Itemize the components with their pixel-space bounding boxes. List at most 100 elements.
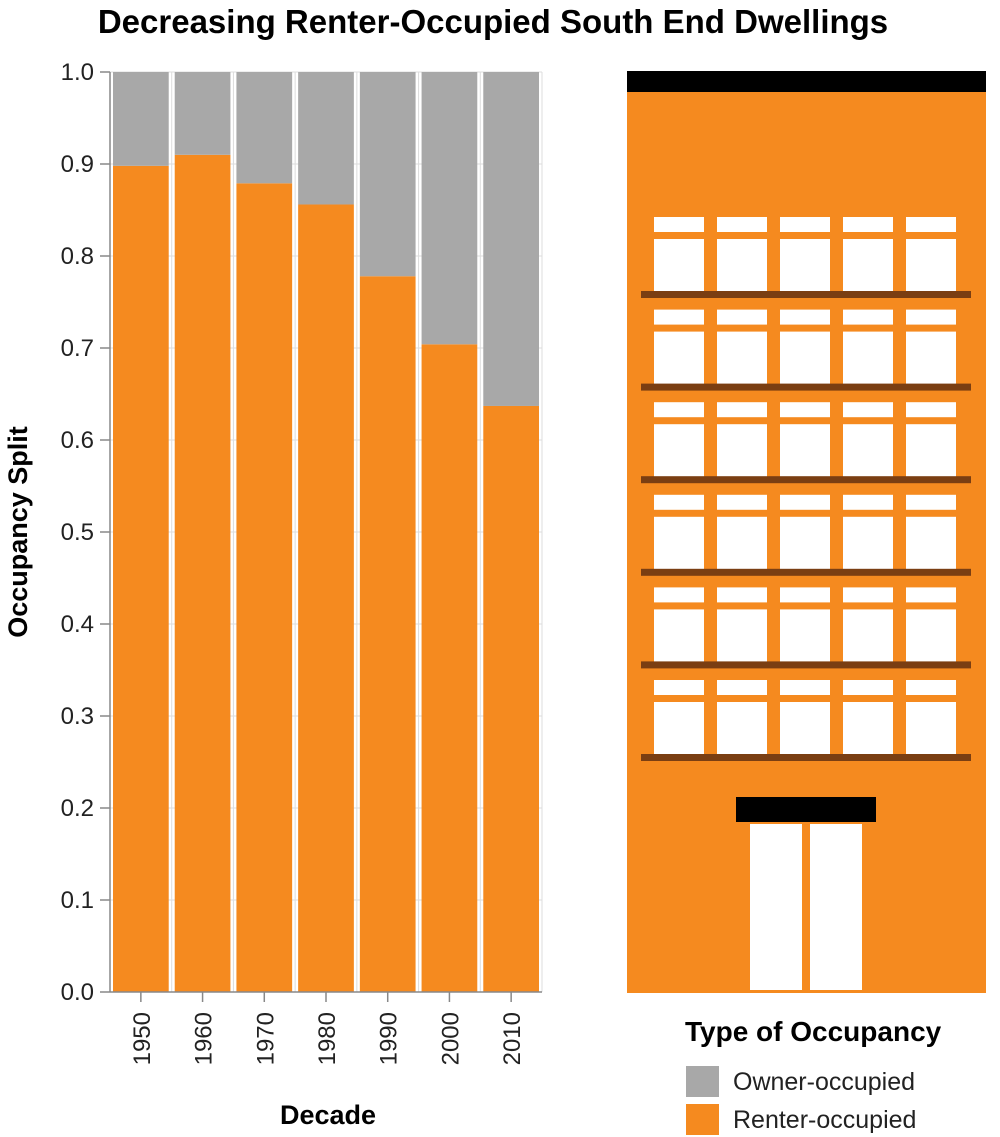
window-pane bbox=[843, 609, 893, 663]
y-tick-label: 0.5 bbox=[61, 519, 94, 546]
bar-renter-occupied-1950 bbox=[113, 165, 169, 993]
window-transom bbox=[843, 402, 893, 418]
window-transom bbox=[906, 217, 956, 232]
door-awning bbox=[736, 797, 876, 822]
window-pane bbox=[654, 239, 704, 292]
window-ledge bbox=[641, 291, 971, 298]
bar-renter-occupied-1980 bbox=[298, 204, 354, 993]
bar-owner-occupied-1960 bbox=[174, 72, 231, 155]
window-transom bbox=[717, 402, 767, 418]
window-transom bbox=[780, 680, 830, 695]
bar-renter-occupied-2000 bbox=[421, 344, 478, 992]
legend-label-renter: Renter-occupied bbox=[733, 1106, 916, 1134]
window-pane bbox=[906, 702, 956, 755]
bar-owner-occupied-1950 bbox=[113, 72, 169, 166]
x-tick-label: 2000 bbox=[437, 1012, 464, 1065]
y-tick-label: 0.0 bbox=[61, 979, 94, 1006]
x-axis-title: Decade bbox=[280, 1100, 376, 1130]
x-tick-label: 1990 bbox=[376, 1012, 403, 1065]
y-tick-label: 0.2 bbox=[61, 795, 94, 822]
window-ledge bbox=[641, 568, 971, 576]
bars bbox=[113, 72, 539, 993]
window-transom bbox=[780, 494, 830, 510]
legend-title: Type of Occupancy bbox=[685, 1016, 942, 1047]
window-transom bbox=[780, 402, 830, 418]
x-tick-label: 1950 bbox=[129, 1012, 156, 1065]
window-pane bbox=[654, 424, 704, 478]
window-pane bbox=[780, 609, 830, 663]
window-ledge bbox=[641, 383, 971, 391]
building-roof bbox=[627, 71, 986, 92]
window-transom bbox=[654, 587, 704, 603]
window-transom bbox=[780, 309, 830, 325]
window-transom bbox=[843, 217, 893, 232]
window-transom bbox=[906, 680, 956, 695]
legend-swatch-renter bbox=[686, 1104, 719, 1135]
window-transom bbox=[780, 587, 830, 603]
y-tick-label: 0.9 bbox=[61, 151, 94, 178]
chart-title: Decreasing Renter-Occupied South End Dwe… bbox=[98, 3, 888, 40]
window-transom bbox=[843, 309, 893, 325]
window-ledge bbox=[641, 661, 971, 669]
axes bbox=[100, 71, 542, 1002]
legend-item-renter: Renter-occupied bbox=[686, 1104, 916, 1135]
window-transom bbox=[717, 680, 767, 695]
window-transom bbox=[780, 217, 830, 232]
legend-item-owner: Owner-occupied bbox=[686, 1066, 915, 1097]
door-left bbox=[750, 824, 802, 990]
window-pane bbox=[654, 516, 704, 570]
window-pane bbox=[717, 702, 767, 755]
window-pane bbox=[717, 331, 767, 385]
bar-owner-occupied-1970 bbox=[236, 72, 293, 184]
window-pane bbox=[780, 702, 830, 755]
window-pane bbox=[654, 331, 704, 385]
window-transom bbox=[654, 680, 704, 695]
x-tick-label: 1980 bbox=[314, 1012, 341, 1065]
window-transom bbox=[654, 494, 704, 510]
y-tick-label: 1.0 bbox=[61, 59, 94, 86]
window-transom bbox=[906, 587, 956, 603]
window-pane bbox=[843, 424, 893, 478]
window-pane bbox=[843, 331, 893, 385]
y-tick-labels: 0.0 0.1 0.2 0.3 0.4 0.5 0.6 0.7 0.8 0.9 1.0 bbox=[61, 59, 94, 1006]
window-pane bbox=[906, 331, 956, 385]
window-transom bbox=[906, 402, 956, 418]
window-pane bbox=[717, 516, 767, 570]
legend-swatch-owner bbox=[686, 1066, 719, 1097]
y-tick-label: 0.8 bbox=[61, 243, 94, 270]
bar-owner-occupied-2000 bbox=[421, 72, 478, 345]
bar-renter-occupied-2010 bbox=[483, 405, 539, 993]
window-pane bbox=[780, 424, 830, 478]
window-transom bbox=[717, 587, 767, 603]
bar-owner-occupied-2010 bbox=[483, 72, 539, 406]
window-transom bbox=[843, 587, 893, 603]
window-pane bbox=[906, 424, 956, 478]
window-pane bbox=[843, 516, 893, 570]
window-transom bbox=[717, 217, 767, 232]
y-tick-label: 0.4 bbox=[61, 611, 94, 638]
bar-owner-occupied-1990 bbox=[359, 72, 416, 277]
window-pane bbox=[780, 331, 830, 385]
window-transom bbox=[654, 309, 704, 325]
building-illustration bbox=[627, 71, 986, 993]
window-pane bbox=[843, 239, 893, 292]
window-pane bbox=[717, 424, 767, 478]
window-pane bbox=[906, 609, 956, 663]
window-transom bbox=[654, 402, 704, 418]
window-pane bbox=[654, 702, 704, 755]
window-pane bbox=[780, 239, 830, 292]
y-tick-label: 0.7 bbox=[61, 335, 94, 362]
x-tick-labels: 1950 1960 1970 1980 1990 2000 2010 bbox=[129, 1012, 526, 1065]
window-transom bbox=[717, 494, 767, 510]
window-transom bbox=[906, 494, 956, 510]
x-tick-label: 1960 bbox=[191, 1012, 218, 1065]
window-pane bbox=[654, 609, 704, 663]
y-tick-label: 0.3 bbox=[61, 703, 94, 730]
window-pane bbox=[717, 609, 767, 663]
bar-renter-occupied-1970 bbox=[236, 183, 293, 992]
window-transom bbox=[654, 217, 704, 232]
legend-label-owner: Owner-occupied bbox=[733, 1068, 915, 1096]
window-transom bbox=[717, 309, 767, 325]
window-pane bbox=[906, 516, 956, 570]
door-right bbox=[810, 824, 862, 990]
